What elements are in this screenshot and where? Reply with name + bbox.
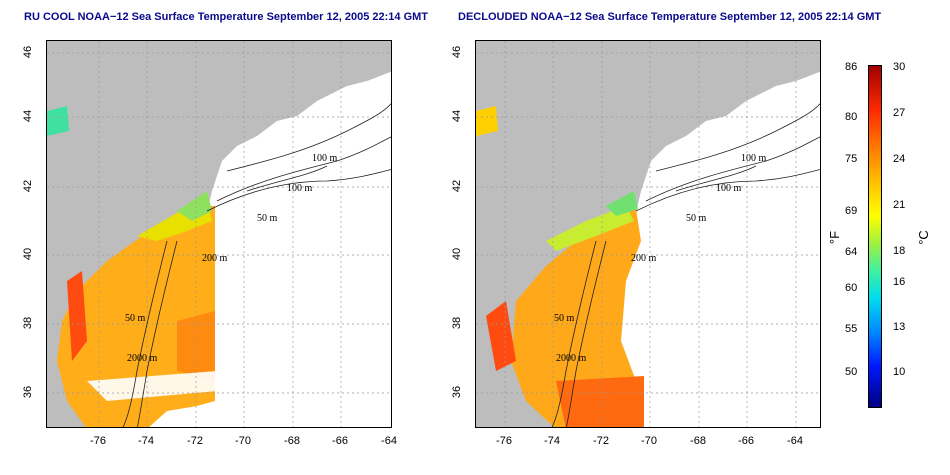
sst-cool-patch: [476, 106, 498, 136]
panel-right-title: DECLOUDED NOAA−12 Sea Surface Temperatur…: [458, 11, 882, 23]
bathymetry-contours: [122, 102, 391, 427]
sst-green-band: [177, 191, 212, 221]
y-tick: 40: [451, 247, 463, 261]
map-frame-left: 100 m 100 m 50 m 200 m 50 m 2000 m: [46, 40, 392, 428]
colorbar-c-label: 21: [893, 199, 906, 211]
contour-labels: 100 m 100 m 50 m 200 m 50 m 2000 m: [554, 153, 767, 364]
x-tick: -76: [90, 435, 106, 447]
colorbar-f-label: 50: [845, 366, 858, 378]
x-tick: -64: [381, 435, 397, 447]
map-left-svg: 100 m 100 m 50 m 200 m 50 m 2000 m: [47, 41, 391, 427]
sst-red-coastal: [486, 301, 516, 371]
x-tick: -66: [738, 435, 754, 447]
colorbar-c-label: 16: [893, 276, 906, 288]
sst-warm-region: [57, 206, 215, 427]
contour-label: 2000 m: [556, 353, 587, 364]
colorbar-c-label: 27: [893, 107, 906, 119]
x-tick: -74: [138, 435, 154, 447]
x-tick: -70: [641, 435, 657, 447]
map-right-svg: 100 m 100 m 50 m 200 m 50 m 2000 m: [476, 41, 820, 427]
x-tick: -72: [593, 435, 609, 447]
x-tick: -64: [787, 435, 803, 447]
contour-label: 100 m: [741, 153, 767, 164]
y-tick: 46: [451, 45, 463, 59]
y-tick: 44: [451, 109, 463, 123]
y-tick: 36: [22, 385, 34, 399]
sst-cool-patch: [47, 106, 69, 136]
y-tick: 42: [22, 179, 34, 193]
contour-label: 100 m: [287, 183, 313, 194]
temperature-colorbar: [868, 65, 882, 408]
map-frame-right: 100 m 100 m 50 m 200 m 50 m 2000 m: [475, 40, 821, 428]
x-tick: -68: [284, 435, 300, 447]
contour-label: 50 m: [257, 213, 278, 224]
x-tick: -74: [544, 435, 560, 447]
colorbar-f-label: 69: [845, 205, 858, 217]
colorbar-c-label: 10: [893, 366, 906, 378]
contour-label: 50 m: [686, 213, 707, 224]
fahrenheit-unit: °F: [827, 230, 843, 245]
y-tick: 44: [22, 109, 34, 123]
contour-label: 50 m: [125, 313, 146, 324]
colorbar-c-label: 18: [893, 245, 906, 257]
y-tick: 46: [22, 45, 34, 59]
contour-label: 100 m: [312, 153, 338, 164]
contour-label: 2000 m: [127, 353, 158, 364]
y-tick: 42: [451, 179, 463, 193]
y-tick: 36: [451, 385, 463, 399]
contour-label: 100 m: [716, 183, 742, 194]
colorbar-c-label: 24: [893, 153, 906, 165]
x-tick: -76: [496, 435, 512, 447]
sst-green-band: [606, 191, 638, 216]
colorbar-c-label: 30: [893, 61, 906, 73]
y-tick: 40: [22, 247, 34, 261]
cloud-streak: [87, 371, 217, 401]
x-tick: -66: [332, 435, 348, 447]
bathymetry-contours: [551, 102, 820, 427]
celsius-unit: °C: [915, 230, 931, 245]
contour-labels: 100 m 100 m 50 m 200 m 50 m 2000 m: [125, 153, 338, 364]
contour-label: 200 m: [202, 253, 228, 264]
contour-label: 200 m: [631, 253, 657, 264]
colorbar-f-label: 86: [845, 61, 858, 73]
colorbar-f-label: 75: [845, 153, 858, 165]
sst-red-coastal: [67, 271, 87, 361]
map-panel-right: 100 m 100 m 50 m 200 m 50 m 2000 m -76 -…: [451, 40, 821, 447]
sst-yellow-band: [546, 206, 634, 251]
colorbar-f-label: 80: [845, 111, 858, 123]
colorbar-f-label: 60: [845, 282, 858, 294]
x-tick: -70: [235, 435, 251, 447]
sst-orange-patch: [556, 376, 644, 427]
y-tick: 38: [451, 316, 463, 330]
x-tick: -72: [187, 435, 203, 447]
panel-left-title: RU COOL NOAA−12 Sea Surface Temperature …: [24, 11, 429, 23]
y-tick: 38: [22, 316, 34, 330]
map-panel-left: 100 m 100 m 50 m 200 m 50 m 2000 m -76 -…: [22, 40, 397, 447]
colorbar-f-label: 64: [845, 246, 858, 258]
colorbar-f-label: 55: [845, 323, 858, 335]
colorbar-c-label: 13: [893, 321, 906, 333]
x-tick: -68: [690, 435, 706, 447]
contour-label: 50 m: [554, 313, 575, 324]
